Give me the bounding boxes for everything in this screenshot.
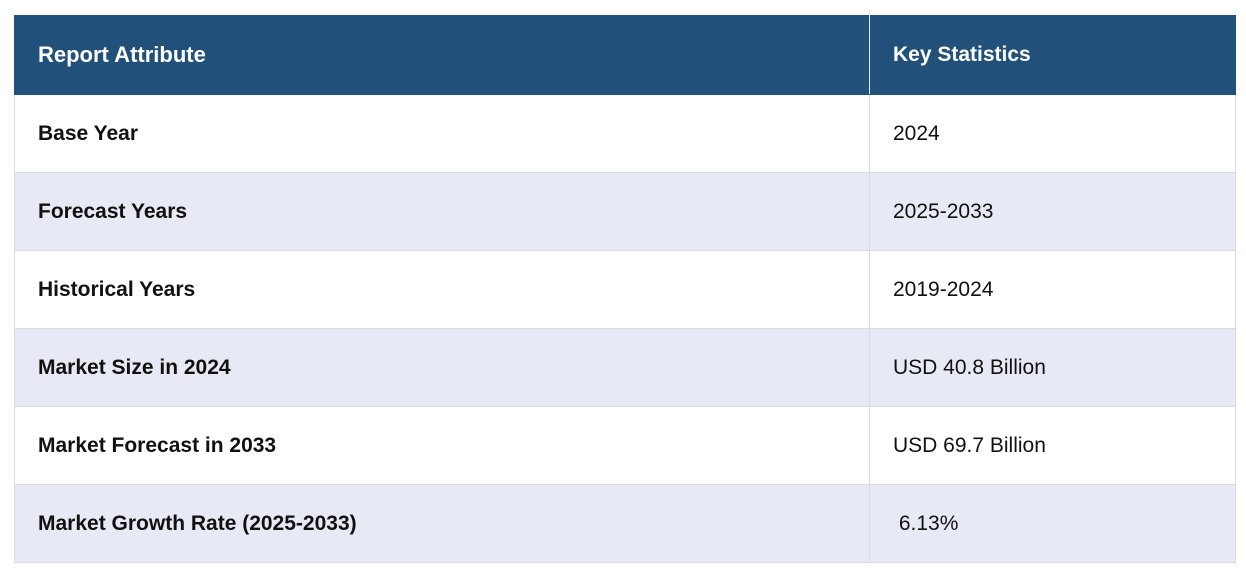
- row-attribute: Market Forecast in 2033: [14, 406, 870, 485]
- table-row: Historical Years 2019-2024: [14, 250, 1236, 329]
- row-value: 2024: [869, 94, 1236, 173]
- table-row: Market Forecast in 2033 USD 69.7 Billion: [14, 406, 1236, 485]
- table-header-row: Report Attribute Key Statistics: [14, 15, 1236, 95]
- table-row: Market Growth Rate (2025-2033) 6.13%: [14, 484, 1236, 563]
- row-attribute: Market Size in 2024: [14, 328, 870, 407]
- table-row: Base Year 2024: [14, 94, 1236, 173]
- header-report-attribute: Report Attribute: [14, 15, 870, 95]
- table-header: Report Attribute Key Statistics: [14, 15, 1236, 95]
- row-value: USD 69.7 Billion: [869, 406, 1236, 485]
- row-value: 2025-2033: [869, 172, 1236, 251]
- table-body: Base Year 2024 Forecast Years 2025-2033 …: [14, 94, 1236, 563]
- row-value: USD 40.8 Billion: [869, 328, 1236, 407]
- row-attribute: Market Growth Rate (2025-2033): [14, 484, 870, 563]
- header-key-statistics: Key Statistics: [869, 15, 1236, 95]
- row-attribute: Forecast Years: [14, 172, 870, 251]
- row-attribute: Base Year: [14, 94, 870, 173]
- row-value: 6.13%: [869, 484, 1236, 563]
- row-value: 2019-2024: [869, 250, 1236, 329]
- table-row: Market Size in 2024 USD 40.8 Billion: [14, 328, 1236, 407]
- report-attributes-table: Report Attribute Key Statistics Base Yea…: [14, 15, 1236, 563]
- row-attribute: Historical Years: [14, 250, 870, 329]
- table-row: Forecast Years 2025-2033: [14, 172, 1236, 251]
